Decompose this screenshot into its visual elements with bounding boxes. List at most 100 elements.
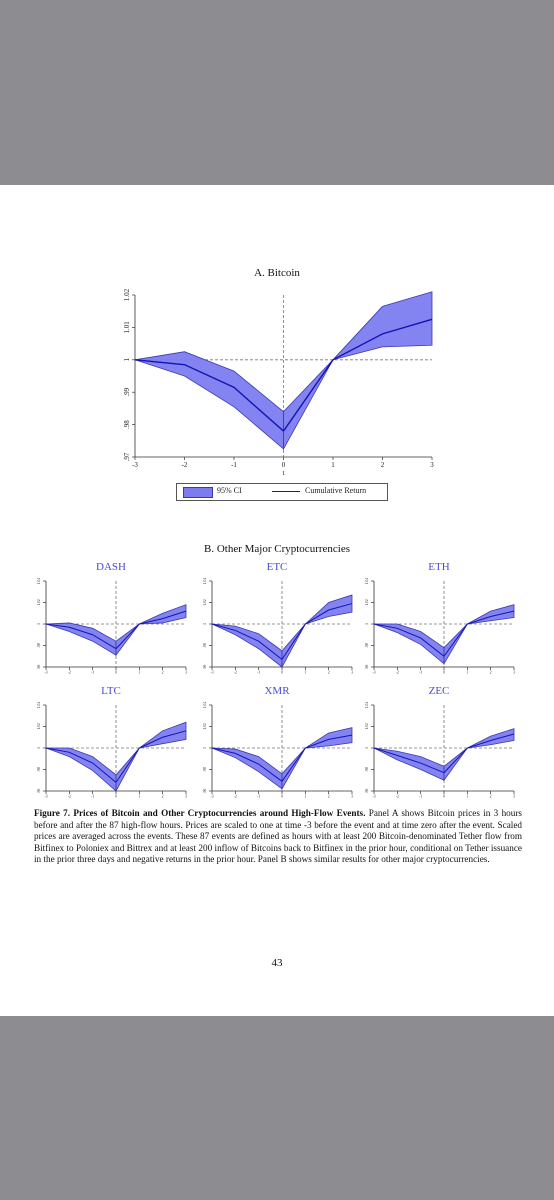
small-etc-xtick-label-3: 0	[281, 671, 283, 675]
small-xmr-return-line-0	[211, 747, 283, 782]
small-dash-xtick-label-0: -3	[45, 671, 48, 675]
small-dash-ci-band-0	[45, 622, 117, 656]
small-eth-ytick-label-2: 1	[365, 623, 369, 625]
small-xmr-xtick-label-0: -3	[211, 795, 214, 799]
small-etc-ytick-label-0: .96	[203, 665, 207, 670]
small-ltc-xtick-label-3: 0	[115, 795, 117, 799]
small-chart-svg: .96 .98 1 1.02 1.04 -3 -2 -1 0 1 2 3	[365, 702, 515, 799]
small-eth-ci-band-1	[443, 604, 515, 666]
small-dash-return-line-1	[115, 610, 187, 650]
small-xmr-xtick-label-1: -2	[234, 795, 237, 799]
small-dash-plot: .96 .98 1 1.02 1.04 -3 -2 -1 0 1 2 3	[37, 578, 187, 675]
small-etc-xtick-label-1: -2	[234, 671, 237, 675]
legend-ci-label: 95% CI	[217, 486, 242, 495]
small-etc-ytick-label-2: 1	[203, 623, 207, 625]
small-ltc-return-line-0	[45, 747, 117, 783]
small-ltc-xtick-label-6: 3	[185, 795, 187, 799]
small-dash-ci-band-1	[115, 604, 187, 657]
small-ltc-xtick-label-4: 1	[138, 795, 140, 799]
small-etc-plot: .96 .98 1 1.02 1.04 -3 -2 -1 0 1 2 3	[203, 578, 353, 675]
small-chart-title: ETH	[428, 561, 450, 573]
small-zec-xtick-label-1: -2	[396, 795, 399, 799]
small-etc-xtick-label-0: -3	[211, 671, 214, 675]
figure-caption: Figure 7. Prices of Bitcoin and Other Cr…	[34, 808, 522, 866]
small-eth-xtick-label-0: -3	[373, 671, 376, 675]
small-xmr-ytick-label-4: 1.04	[203, 702, 207, 708]
panel-a-return-line-0	[134, 359, 284, 432]
small-zec-xtick-label-4: 1	[466, 795, 468, 799]
small-chart-title: XMR	[264, 685, 290, 697]
small-xmr-ytick-label-3: 1.02	[203, 723, 207, 729]
panel-a-ytick-label-5: 1.02	[123, 288, 131, 301]
small-eth-ytick-label-3: 1.02	[365, 599, 369, 605]
small-etc-return-line-1	[281, 603, 353, 660]
panel-a-ytick-label-4: 1.01	[123, 321, 131, 334]
small-etc-ytick-label-4: 1.04	[203, 578, 207, 584]
small-eth-xtick-label-1: -2	[396, 671, 399, 675]
small-ltc-ytick-label-0: .96	[37, 789, 41, 794]
caption-heading: Figure 7. Prices of Bitcoin and Other Cr…	[34, 808, 366, 818]
small-chart-svg: .96 .98 1 1.02 1.04 -3 -2 -1 0 1 2 3	[365, 578, 515, 675]
small-dash-ytick-label-4: 1.04	[37, 578, 41, 584]
small-dash-xtick-label-5: 2	[162, 671, 164, 675]
small-zec-ci-band-1	[443, 728, 515, 782]
small-zec-return-line-0	[373, 747, 445, 774]
panel-a-title: A. Bitcoin	[254, 267, 300, 279]
small-etc-xtick-label-4: 1	[304, 671, 306, 675]
small-zec-ytick-label-3: 1.02	[365, 723, 369, 729]
panel-a-xtick-label-4: 1	[331, 461, 335, 469]
small-eth-plot: .96 .98 1 1.02 1.04 -3 -2 -1 0 1 2 3	[365, 578, 515, 675]
small-xmr-ci-band-1	[281, 727, 353, 791]
small-zec-xtick-label-5: 2	[490, 795, 492, 799]
small-dash-return-line-0	[45, 623, 117, 650]
panel-a-ytick-label-0: .97	[123, 452, 131, 461]
small-chart-svg: .96 .98 1 1.02 1.04 -3 -2 -1 0 1 2 3	[203, 578, 353, 675]
small-xmr-xtick-label-6: 3	[351, 795, 353, 799]
small-xmr-ytick-label-2: 1	[203, 747, 207, 749]
small-eth-xtick-label-6: 3	[513, 671, 515, 675]
small-ltc-ytick-label-3: 1.02	[37, 723, 41, 729]
panel-a-ytick-label-2: .99	[123, 387, 131, 396]
panel-b-title: B. Other Major Cryptocurrencies	[203, 543, 350, 555]
small-ltc-plot: .96 .98 1 1.02 1.04 -3 -2 -1 0 1 2 3	[37, 702, 187, 799]
panel-a-xtick-label-3: 0	[282, 461, 286, 469]
small-xmr-ci-band-0	[211, 747, 283, 790]
small-chart-svg: .96 .98 1 1.02 1.04 -3 -2 -1 0 1 2 3	[37, 702, 187, 799]
small-chart-svg: .96 .98 1 1.02 1.04 -3 -2 -1 0 1 2 3	[203, 702, 353, 799]
panel-a-ytick-label-3: 1	[123, 358, 131, 362]
panel-a-legend: 95% CI Cumulative Return	[176, 483, 388, 501]
small-etc-xtick-label-6: 3	[351, 671, 353, 675]
small-eth-xtick-label-3: 0	[443, 671, 445, 675]
panel-a-ci-band-1	[283, 291, 433, 451]
legend-line-label: Cumulative Return	[305, 486, 367, 495]
legend-line-swatch	[272, 491, 300, 492]
small-eth-ytick-label-4: 1.04	[365, 578, 369, 584]
small-etc-ci-band-1	[281, 594, 353, 668]
small-etc-xtick-label-2: -1	[257, 671, 260, 675]
small-ltc-ytick-label-4: 1.04	[37, 702, 41, 708]
small-chart-svg: .96 .98 1 1.02 1.04 -3 -2 -1 0 1 2 3	[37, 578, 187, 675]
panel-a-xlabel: t	[283, 469, 285, 477]
small-dash-xtick-label-6: 3	[185, 671, 187, 675]
small-dash-ytick-label-0: .96	[37, 665, 41, 670]
small-ltc-ci-band-1	[115, 721, 187, 792]
small-chart-title: ETC	[266, 561, 288, 573]
small-chart-title: ZEC	[428, 685, 450, 697]
small-eth-xtick-label-5: 2	[490, 671, 492, 675]
small-zec-ytick-label-2: 1	[365, 747, 369, 749]
small-eth-ytick-label-1: .98	[365, 643, 369, 648]
small-ltc-xtick-label-0: -3	[45, 795, 48, 799]
page-number: 43	[271, 957, 283, 969]
small-eth-ci-band-0	[373, 623, 445, 665]
small-zec-ytick-label-1: .98	[365, 767, 369, 772]
small-dash-ytick-label-2: 1	[37, 623, 41, 625]
small-eth-xtick-label-4: 1	[466, 671, 468, 675]
small-etc-return-line-0	[211, 623, 283, 660]
small-xmr-xtick-label-3: 0	[281, 795, 283, 799]
panel-a-plot: .97 .98 .99 1 1.01 1.02 -3 -2 -1 0 1 2 3 t	[123, 288, 434, 477]
small-ltc-ytick-label-2: 1	[37, 747, 41, 749]
panel-a-return-line-1	[282, 318, 433, 432]
small-dash-xtick-label-1: -2	[68, 671, 71, 675]
small-ltc-xtick-label-1: -2	[68, 795, 71, 799]
small-zec-xtick-label-2: -1	[419, 795, 422, 799]
